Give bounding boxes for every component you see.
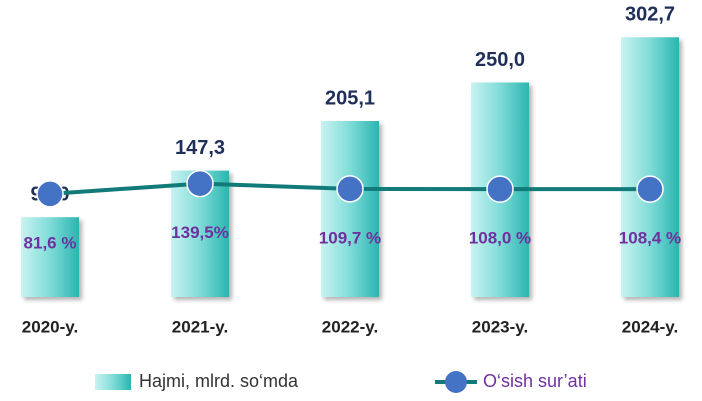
growth-label: 109,7 % [319, 228, 381, 247]
bar [21, 217, 79, 297]
growth-label: 81,6 % [24, 233, 77, 252]
marker [636, 175, 664, 203]
marker [336, 175, 364, 203]
growth-label: 108,4 % [619, 229, 681, 248]
growth-label: 108,0 % [469, 229, 531, 248]
x-tick-label: 2024-y. [622, 317, 678, 336]
legend-label: O‘sish sur’ati [483, 371, 587, 391]
bar-value-label: 205,1 [325, 87, 375, 109]
legend-marker [445, 371, 467, 393]
marker [36, 180, 64, 208]
marker [486, 175, 514, 203]
legend-label: Hajmi, mlrd. so‘mda [139, 371, 299, 391]
bar [321, 121, 379, 297]
marker [186, 169, 214, 198]
x-tick-label: 2021-y. [172, 317, 228, 336]
growth-label: 139,5% [171, 223, 229, 242]
x-tick-label: 2022-y. [322, 317, 378, 336]
x-tick-label: 2023-y. [472, 317, 528, 336]
legend-swatch [95, 374, 131, 390]
bar [621, 37, 679, 298]
bar-value-label: 250,0 [475, 49, 525, 71]
bar-value-label: 302,7 [625, 4, 675, 26]
x-tick-label: 2020-y. [22, 317, 78, 336]
bar-value-label: 147,3 [175, 137, 225, 159]
